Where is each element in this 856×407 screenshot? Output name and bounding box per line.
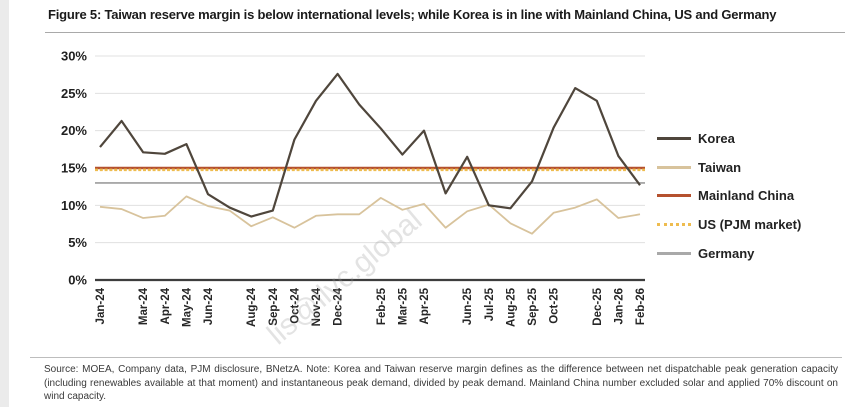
left-edge-strip bbox=[0, 0, 9, 407]
figure-title: Figure 5: Taiwan reserve margin is below… bbox=[48, 7, 777, 22]
series-line-taiwan bbox=[99, 195, 641, 235]
legend-line-swatch bbox=[657, 194, 691, 198]
x-tick-label: Oct-25 bbox=[549, 287, 561, 323]
x-tick-label: Mar-25 bbox=[397, 287, 409, 325]
legend-label: Taiwan bbox=[698, 159, 742, 175]
x-tick-label: Jun-24 bbox=[203, 287, 215, 325]
legend-line-swatch bbox=[657, 251, 691, 255]
x-tick-label: Aug-24 bbox=[246, 287, 258, 327]
source-note-text: Source: MOEA, Company data, PJM disclosu… bbox=[44, 364, 838, 402]
x-tick-label: Sep-24 bbox=[268, 287, 280, 325]
x-tick-label: Nov-24 bbox=[311, 287, 323, 326]
x-tick-label: Jan-26 bbox=[613, 288, 625, 324]
x-tick-label: Sep-25 bbox=[527, 287, 539, 325]
x-tick-label: Aug-25 bbox=[505, 287, 517, 327]
y-tick-label: 10% bbox=[61, 198, 87, 213]
x-tick-label: May-24 bbox=[181, 287, 193, 327]
legend-label: Mainland China bbox=[698, 188, 795, 204]
x-tick-label: Mar-24 bbox=[138, 287, 150, 325]
legend-line-swatch bbox=[657, 165, 691, 169]
line-chart: 0% 5% 10% 15% 20% 25% 30% Jan-24 Mar-24 Apr-24 May… bbox=[61, 49, 647, 328]
legend-label: Korea bbox=[698, 130, 735, 146]
legend-item-germany: Germany bbox=[657, 239, 801, 268]
legend-item-mainland-china: Mainland China bbox=[657, 181, 801, 210]
x-tick-label: Dec-25 bbox=[592, 287, 604, 325]
x-tick-label: Jan-24 bbox=[95, 287, 107, 324]
legend-item-us-pjm: US (PJM market) bbox=[657, 210, 801, 239]
x-tick-label: Oct-24 bbox=[289, 287, 301, 323]
x-tick-label: Feb-25 bbox=[376, 287, 388, 325]
x-tick-label: Apr-25 bbox=[419, 287, 431, 324]
legend-item-taiwan: Taiwan bbox=[657, 153, 801, 182]
x-tick-label: Dec-24 bbox=[333, 287, 345, 325]
source-note-section: Source: MOEA, Company data, PJM disclosu… bbox=[30, 357, 842, 404]
y-tick-label: 0% bbox=[68, 273, 87, 288]
y-tick-label: 15% bbox=[61, 161, 87, 176]
legend-item-korea: Korea bbox=[657, 124, 801, 153]
chart-legend: Korea Taiwan Mainland China US (PJM mark… bbox=[657, 124, 801, 267]
x-tick-label: Jul-25 bbox=[484, 287, 496, 321]
x-tick-label: Apr-24 bbox=[160, 287, 172, 324]
x-tick-label: Jun-25 bbox=[462, 287, 474, 325]
y-tick-label: 20% bbox=[61, 123, 87, 138]
x-tick-label: Feb-26 bbox=[635, 288, 647, 325]
legend-label: Germany bbox=[698, 245, 755, 261]
legend-label: US (PJM market) bbox=[698, 216, 802, 232]
y-tick-label: 5% bbox=[68, 235, 87, 250]
title-divider bbox=[45, 32, 845, 33]
series-line-korea bbox=[99, 72, 641, 218]
legend-line-swatch bbox=[657, 136, 691, 140]
legend-line-swatch bbox=[657, 222, 691, 226]
y-tick-label: 30% bbox=[61, 49, 87, 64]
y-tick-label: 25% bbox=[61, 86, 87, 101]
